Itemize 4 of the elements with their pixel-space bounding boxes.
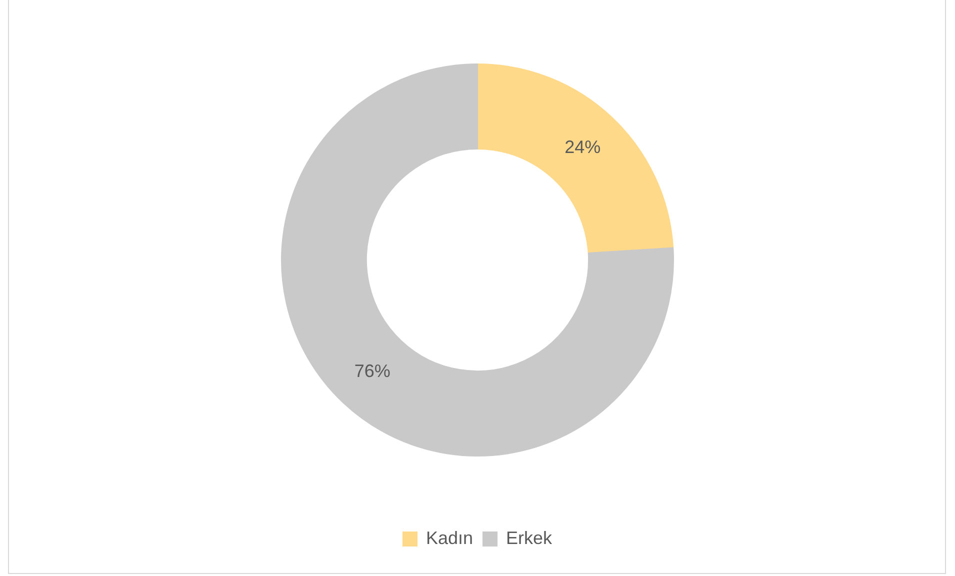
data-label: 24% — [564, 137, 601, 158]
legend-label: Kadın — [426, 528, 474, 548]
legend-label: Erkek — [506, 528, 554, 548]
data-label: 76% — [354, 360, 390, 381]
